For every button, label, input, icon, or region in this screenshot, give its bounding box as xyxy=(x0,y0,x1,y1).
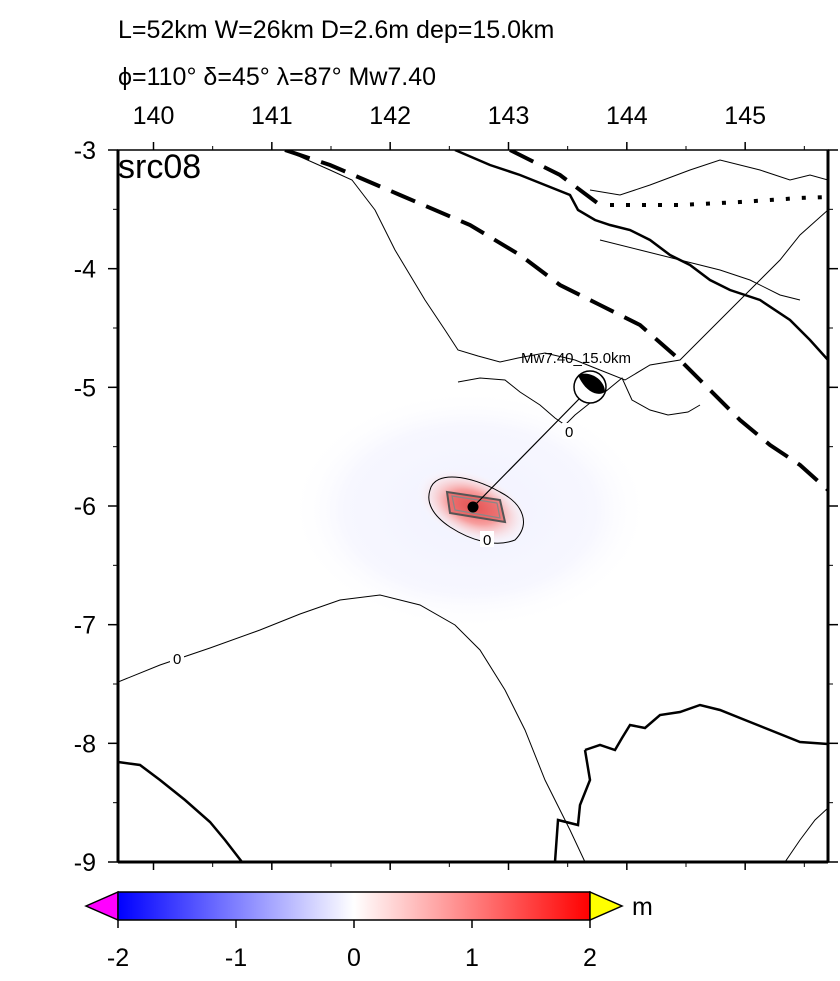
colorbar-unit: m xyxy=(632,893,653,921)
focal-mechanism-beachball xyxy=(573,370,607,404)
colorbar-tick-label: 1 xyxy=(465,944,479,972)
contour-label-source: 0 xyxy=(483,532,491,549)
lat-label: -8 xyxy=(74,730,96,758)
colorbar-tick-label: 2 xyxy=(583,944,597,972)
zero-contour-north xyxy=(284,150,828,381)
longitude-labels: 140 141 142 143 144 145 xyxy=(133,102,766,130)
lat-label: -7 xyxy=(74,612,96,640)
colorbar-over-triangle xyxy=(589,890,624,922)
lat-label: -3 xyxy=(74,137,96,165)
lat-label: -5 xyxy=(74,374,96,402)
lat-label: -6 xyxy=(74,493,96,521)
colorbar-tick-label: 0 xyxy=(347,944,361,972)
colorbar-tick-label: -2 xyxy=(107,944,129,972)
zero-contour-south xyxy=(118,594,586,862)
zero-contour-source xyxy=(428,476,524,544)
trench-line-ne xyxy=(509,150,602,207)
lon-label: 143 xyxy=(488,102,530,130)
axis-ticks xyxy=(108,142,838,870)
colorbar-gradient xyxy=(117,891,591,921)
beachball-label: Mw7.40_15.0km xyxy=(521,350,631,367)
coastline-southwest xyxy=(118,760,243,862)
lat-label: -9 xyxy=(74,849,96,877)
coastline-north xyxy=(454,150,828,361)
latitude-labels: -3 -4 -5 -6 -7 -8 -9 xyxy=(74,137,96,877)
colorbar-under-triangle xyxy=(84,890,119,922)
trench-line xyxy=(284,150,828,492)
source-parameters-line1: L=52km W=26km D=2.6m dep=15.0km xyxy=(118,16,555,44)
source-parameters-line2: ϕ=110° δ=45° λ=87° Mw7.40 xyxy=(118,63,437,91)
coastline-island xyxy=(553,749,592,862)
coastline-south xyxy=(584,703,828,752)
epicenter-link xyxy=(472,397,581,508)
contour-label-south: 0 xyxy=(173,651,181,668)
coastline-southeast xyxy=(784,807,828,862)
coastline-northeast xyxy=(589,159,828,301)
lon-label: 142 xyxy=(369,102,411,130)
lon-label: 140 xyxy=(133,102,175,130)
epicenter-marker xyxy=(467,501,479,513)
colorbar-tick-label: -1 xyxy=(225,944,247,972)
lon-label: 141 xyxy=(251,102,293,130)
lon-label: 144 xyxy=(606,102,648,130)
plate-boundary-dotted xyxy=(610,195,828,207)
panel-label: src08 xyxy=(118,148,201,186)
fault-inner xyxy=(451,495,501,519)
lat-label: -4 xyxy=(74,256,96,284)
colorbar: -2 -1 0 1 2 m xyxy=(84,890,653,972)
contour-label-north: 0 xyxy=(565,424,573,441)
lon-label: 145 xyxy=(724,102,766,130)
zero-contour-spur xyxy=(457,377,701,426)
